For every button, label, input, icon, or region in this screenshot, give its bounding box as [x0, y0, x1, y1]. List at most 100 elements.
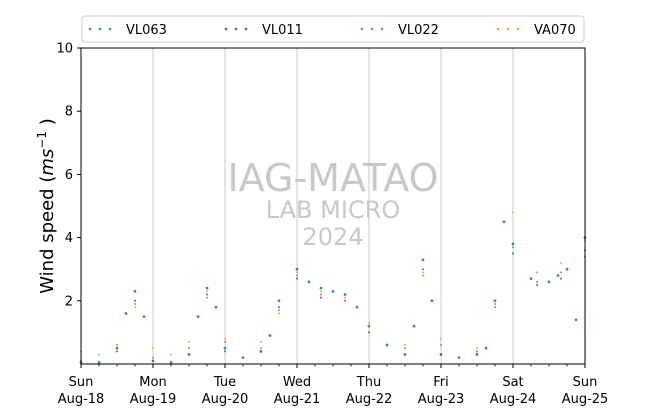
data-point — [560, 271, 562, 274]
data-point — [134, 302, 136, 305]
series-VL011 — [80, 249, 586, 364]
legend-marker — [496, 27, 500, 31]
data-point — [574, 318, 578, 322]
data-point — [536, 280, 538, 283]
legend-item-VL022: VL022 — [360, 23, 439, 38]
data-point — [421, 258, 425, 262]
data-point — [536, 284, 538, 286]
data-point — [152, 356, 154, 359]
data-point — [307, 280, 311, 284]
x-tick-date: Aug-24 — [490, 392, 537, 407]
legend-marker — [224, 27, 228, 31]
data-point — [320, 290, 322, 293]
legend-marker — [380, 27, 384, 31]
data-point — [511, 242, 515, 246]
data-point — [404, 347, 406, 350]
x-tick-weekday: Thu — [356, 375, 381, 390]
data-point — [368, 331, 370, 334]
y-tick-label: 6 — [65, 168, 73, 183]
legend-label: VL022 — [398, 23, 439, 38]
x-tick-weekday: Fri — [433, 375, 449, 390]
watermark-line-3: 2024 — [302, 223, 363, 251]
data-point — [344, 296, 346, 299]
data-point — [484, 346, 488, 350]
x-tick-date: Aug-19 — [130, 392, 177, 407]
legend-box — [81, 15, 585, 43]
data-point — [295, 267, 299, 271]
y-axis-ticks: 2 4 6 8 10 — [56, 42, 81, 309]
series-VL022 — [80, 246, 586, 362]
data-point — [278, 306, 280, 309]
data-points — [79, 211, 587, 364]
data-point — [260, 340, 262, 343]
watermark: IAG-MATAO LAB MICRO 2024 — [227, 156, 438, 251]
data-point — [422, 268, 424, 271]
legend-marker — [98, 27, 102, 31]
x-tick-date: Aug-18 — [58, 392, 105, 407]
data-point — [368, 325, 370, 328]
legend-label: VL063 — [126, 23, 167, 38]
data-point — [494, 306, 496, 309]
legend-item-VL011: VL011 — [224, 23, 303, 38]
watermark-line-1: IAG-MATAO — [227, 156, 438, 200]
x-grid — [152, 48, 514, 364]
x-tick-weekday: Wed — [283, 375, 311, 390]
data-point — [169, 361, 173, 364]
data-point — [560, 277, 562, 280]
data-point — [268, 334, 272, 337]
data-point — [142, 315, 146, 318]
data-point — [560, 261, 562, 264]
data-point — [368, 321, 370, 324]
x-tick-date: Aug-25 — [562, 392, 609, 407]
y-tick-label: 4 — [65, 231, 73, 246]
series-VA070 — [80, 211, 586, 356]
data-point — [206, 296, 208, 299]
legend-marker — [360, 27, 364, 31]
x-tick-weekday: Sun — [573, 375, 598, 390]
legend-item-VL063: VL063 — [88, 23, 167, 38]
data-point — [440, 353, 442, 356]
data-point — [422, 274, 424, 277]
data-point — [319, 286, 323, 290]
x-tick-weekday: Tue — [213, 375, 236, 390]
x-tick-weekday: Mon — [139, 375, 166, 390]
data-point — [547, 280, 551, 284]
data-point — [412, 324, 416, 328]
data-point — [134, 299, 136, 302]
data-point — [355, 305, 359, 309]
data-point — [512, 252, 514, 255]
y-axis-label: Wind speed (ms−1 ) — [35, 118, 58, 293]
data-point — [494, 302, 496, 305]
data-point — [278, 309, 280, 312]
data-point — [152, 347, 154, 350]
y-tick-label: 2 — [65, 294, 73, 309]
x-tick-date: Aug-22 — [346, 392, 393, 407]
data-point — [476, 350, 478, 353]
data-point — [536, 271, 538, 274]
x-tick-weekday: Sat — [502, 375, 523, 390]
legend-item-VA070: VA070 — [496, 23, 576, 38]
data-point — [206, 293, 208, 296]
data-point — [493, 299, 497, 303]
data-point — [188, 347, 190, 350]
data-point — [502, 220, 506, 224]
legend-marker — [88, 27, 92, 31]
data-point — [152, 359, 154, 362]
data-point — [296, 277, 298, 280]
x-tick-date: Aug-23 — [418, 392, 465, 407]
data-point — [343, 293, 347, 296]
data-point — [296, 271, 298, 274]
x-axis-ticks: Sun Aug-18 Mon Aug-19 Tue Aug-20 Wed Aug-21 Thu A… — [58, 364, 609, 407]
data-point — [529, 277, 533, 281]
data-point — [385, 343, 389, 347]
data-point — [476, 347, 478, 350]
data-point — [512, 211, 514, 214]
data-point — [476, 353, 478, 356]
data-point — [404, 353, 406, 356]
data-point — [134, 306, 136, 309]
data-point — [422, 271, 424, 274]
data-point — [404, 344, 406, 347]
legend-marker — [244, 27, 248, 31]
